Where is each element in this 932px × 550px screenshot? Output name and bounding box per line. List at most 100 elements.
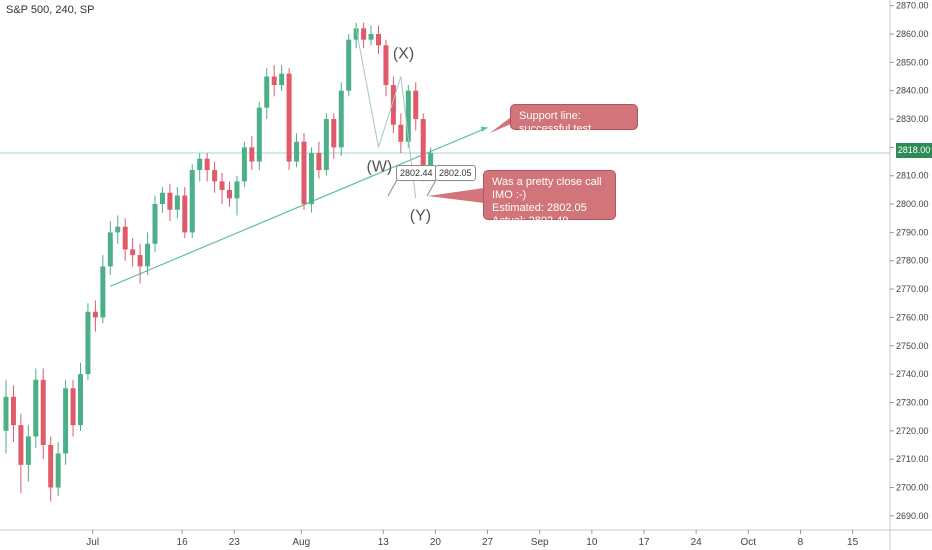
candle[interactable] [130,238,136,267]
candle[interactable] [40,368,46,460]
candle[interactable] [167,184,173,222]
candle[interactable] [107,221,113,275]
candle-body [122,226,128,250]
candle-body [18,425,24,465]
y-tick-label: 2760.00 [896,312,929,322]
candle[interactable] [189,164,195,239]
candle[interactable] [376,25,381,54]
candle[interactable] [249,136,255,171]
candle[interactable] [25,425,31,482]
candle-body [85,311,91,375]
candle[interactable] [294,133,300,168]
candle-body [3,396,9,431]
y-tick-label: 2740.00 [896,369,929,379]
candle-body [145,243,151,267]
candle[interactable] [413,82,419,131]
candle[interactable] [122,218,128,261]
candle[interactable] [197,153,203,182]
candle[interactable] [10,385,16,443]
candle-body [376,34,381,46]
candle[interactable] [212,161,218,193]
candle-body [256,107,262,162]
candle[interactable] [279,65,285,91]
candle-body [70,388,76,426]
candle[interactable] [323,113,329,176]
candle[interactable] [383,39,389,97]
candle-body [361,28,367,40]
candle-body [227,189,232,199]
x-tick-label: 10 [586,537,598,548]
x-tick-label: 27 [482,537,494,548]
x-tick-label: Oct [741,537,757,548]
candle-body [428,153,434,171]
price-tag-estimated[interactable]: 2802.05 [435,165,476,181]
candle[interactable] [286,68,292,171]
price-axis[interactable]: 2690.00 2700.00 2710.00 2720.00 2730.00 2740.… [889,0,929,550]
y-tick-label: 2830.00 [896,114,929,124]
candle[interactable] [85,303,91,380]
candle-body [152,204,158,244]
candle-body [115,226,121,233]
candle[interactable] [271,65,277,97]
candle[interactable] [264,68,270,120]
candle[interactable] [204,153,210,182]
candle[interactable] [368,25,374,46]
candle[interactable] [159,187,165,213]
candle[interactable] [316,141,322,179]
candle[interactable] [100,255,106,324]
callout-support-test[interactable]: Support line: successful test [510,104,638,135]
callout-close-call-tail [428,188,484,203]
candle[interactable] [227,181,232,207]
candle[interactable] [301,133,307,210]
candle[interactable] [3,379,9,454]
candle[interactable] [115,215,121,244]
candle[interactable] [55,442,61,496]
candle[interactable] [92,300,98,332]
candle-body [159,192,165,205]
candle-body [197,158,203,171]
y-tick-label: 2720.00 [896,426,929,436]
candle-body [420,119,426,171]
candle[interactable] [256,102,262,171]
candle-body [10,396,16,426]
candle-body [390,85,396,125]
candle[interactable] [219,172,225,205]
candle-body [25,436,31,465]
candle[interactable] [241,141,247,188]
candle[interactable] [398,113,404,154]
candle[interactable] [78,362,83,431]
candle[interactable] [234,175,240,216]
candle[interactable] [390,76,396,134]
candle[interactable] [48,436,54,502]
support-line-arrow [480,126,488,132]
candle-body [130,249,136,256]
candle[interactable] [70,379,76,437]
candle[interactable] [182,187,188,239]
candle[interactable] [346,34,352,97]
candle-body [346,39,352,91]
candle[interactable] [338,82,344,156]
candle[interactable] [18,413,24,494]
candle-body [286,73,292,162]
candle[interactable] [33,368,39,448]
candle[interactable] [353,22,359,49]
candle[interactable] [152,195,158,253]
callout-close-call[interactable]: Was a pretty close call IMO :-) Estimate… [483,170,616,227]
candle-body [167,192,173,210]
candle-body [264,76,270,108]
y-tick-label: 2800.00 [896,199,929,209]
candle[interactable] [63,379,69,465]
y-tick-label: 2770.00 [896,284,929,294]
candle[interactable] [361,22,367,49]
time-axis[interactable]: Jul 16 23 Aug 13 20 27 Sep 10 17 24 Oct 8 15 [0,529,932,548]
candle[interactable] [308,147,314,213]
y-tick-label: 2870.00 [896,1,929,11]
candle[interactable] [137,243,143,284]
candle[interactable] [331,113,337,159]
candle[interactable] [145,232,151,275]
price-tag-actual[interactable]: 2802.44 [396,165,437,181]
candle[interactable] [174,187,180,219]
wave-label-w: (W) [367,158,393,175]
